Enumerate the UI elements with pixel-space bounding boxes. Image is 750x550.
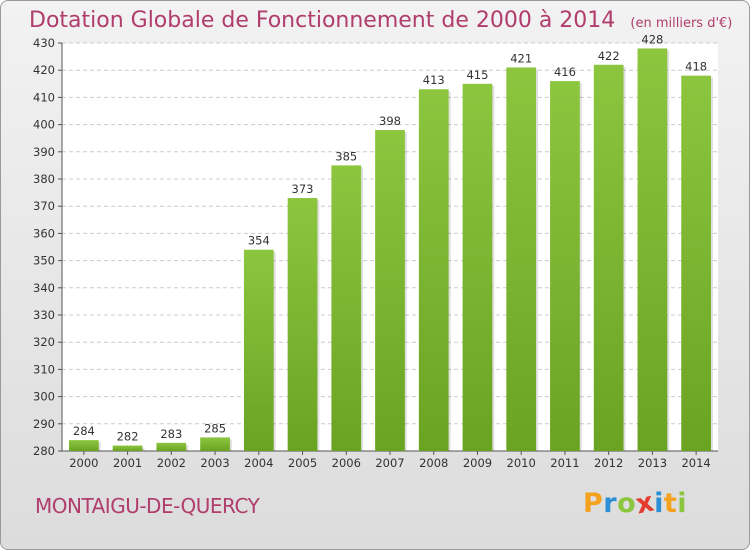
x-tick-label: 2007	[375, 456, 404, 470]
y-tick-label: 320	[33, 335, 55, 349]
x-tick-label: 2012	[594, 456, 623, 470]
bar	[287, 198, 318, 451]
bar-value-label: 428	[641, 32, 663, 46]
y-tick-label: 410	[33, 90, 55, 104]
bar	[112, 445, 143, 451]
bar-value-label: 415	[466, 68, 488, 82]
x-tick-label: 2001	[113, 456, 142, 470]
y-tick-label: 340	[33, 281, 55, 295]
y-tick-label: 290	[33, 417, 55, 431]
x-tick-label: 2000	[69, 456, 98, 470]
bar	[375, 130, 405, 452]
bar	[681, 75, 712, 451]
bar-value-label: 416	[554, 65, 576, 79]
bar-value-label: 422	[598, 49, 620, 63]
y-tick-label: 330	[33, 308, 55, 322]
logo-letter: t	[663, 488, 678, 519]
bar	[550, 81, 580, 451]
x-tick-label: 2006	[332, 456, 361, 470]
bar-value-label: 418	[685, 60, 707, 74]
commune-name: MONTAIGU-DE-QUERCY	[35, 494, 260, 518]
bar-value-label: 398	[379, 114, 401, 128]
y-tick-label: 420	[33, 63, 55, 77]
x-tick-label: 2005	[288, 456, 317, 470]
bar	[200, 437, 230, 451]
x-tick-label: 2004	[244, 456, 273, 470]
y-tick-label: 310	[33, 362, 55, 376]
bar	[593, 64, 624, 451]
proxiti-logo: Proxiti	[583, 486, 688, 520]
y-tick-label: 300	[33, 390, 55, 404]
bar-value-label: 285	[204, 421, 226, 435]
bar-value-label: 354	[248, 234, 270, 248]
bar-value-label: 283	[160, 427, 182, 441]
bar-value-label: 421	[510, 51, 532, 65]
title-row: Dotation Globale de Fonctionnement de 20…	[29, 8, 732, 33]
bar	[331, 165, 362, 451]
bar-value-label: 413	[423, 73, 445, 87]
logo-letter: P	[583, 488, 604, 519]
y-tick-label: 350	[33, 254, 55, 268]
y-tick-label: 430	[33, 36, 55, 50]
logo-letter: i	[677, 488, 688, 519]
logo-letter: r	[603, 488, 618, 519]
bar-value-label: 282	[117, 430, 139, 444]
x-tick-label: 2003	[200, 456, 229, 470]
logo-letter: o	[617, 488, 637, 519]
y-tick-label: 370	[33, 199, 55, 213]
y-tick-label: 400	[33, 118, 55, 132]
y-tick-label: 360	[33, 226, 55, 240]
x-tick-label: 2002	[157, 456, 186, 470]
bar-value-label: 385	[335, 149, 357, 163]
bar	[637, 48, 668, 451]
x-tick-label: 2008	[419, 456, 448, 470]
bar	[243, 249, 274, 451]
y-tick-label: 390	[33, 145, 55, 159]
bar	[156, 442, 187, 451]
x-tick-label: 2009	[463, 456, 492, 470]
bar-value-label: 373	[292, 182, 314, 196]
chart-title: Dotation Globale de Fonctionnement de 20…	[29, 8, 616, 33]
bar	[506, 67, 537, 451]
x-tick-label: 2010	[507, 456, 536, 470]
logo-letter: i	[654, 488, 664, 519]
bar	[462, 83, 493, 452]
bar	[68, 440, 99, 451]
x-tick-label: 2014	[681, 456, 710, 470]
y-tick-label: 280	[33, 444, 55, 458]
x-tick-label: 2013	[638, 456, 667, 470]
chart-subtitle: (en milliers d'€)	[630, 16, 733, 31]
bar	[418, 89, 449, 452]
x-tick-label: 2011	[550, 456, 579, 470]
y-tick-label: 380	[33, 172, 55, 186]
bar-value-label: 284	[73, 424, 95, 438]
